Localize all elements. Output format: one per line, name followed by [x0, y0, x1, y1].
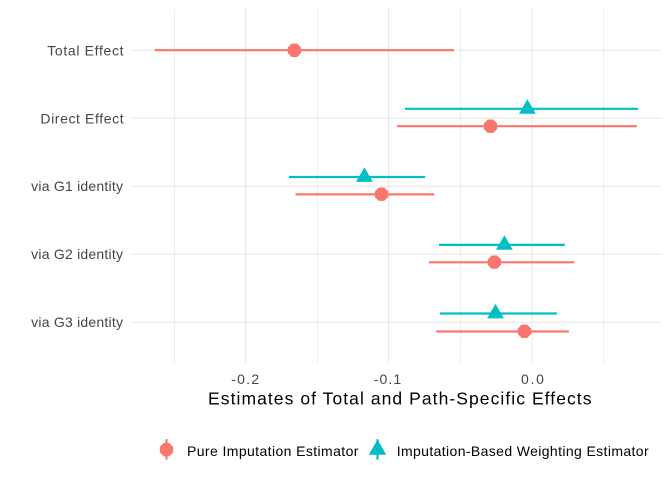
svg-text:Estimates of Total and Path-Sp: Estimates of Total and Path-Specific Eff…	[208, 389, 593, 409]
svg-text:via G2 identity: via G2 identity	[31, 246, 123, 262]
svg-text:-0.2: -0.2	[231, 371, 260, 387]
svg-text:Total Effect: Total Effect	[47, 43, 124, 59]
svg-text:-0.1: -0.1	[374, 371, 403, 387]
svg-text:Pure Imputation Estimator: Pure Imputation Estimator	[187, 443, 359, 459]
svg-text:0.0: 0.0	[521, 371, 546, 387]
svg-text:via G3 identity: via G3 identity	[31, 314, 123, 330]
svg-text:Imputation-Based Weighting Est: Imputation-Based Weighting Estimator	[397, 443, 649, 459]
svg-text:via G1 identity: via G1 identity	[31, 178, 123, 194]
svg-text:Direct Effect: Direct Effect	[40, 111, 124, 127]
